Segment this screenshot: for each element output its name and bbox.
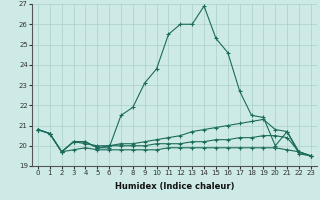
X-axis label: Humidex (Indice chaleur): Humidex (Indice chaleur) bbox=[115, 182, 234, 191]
